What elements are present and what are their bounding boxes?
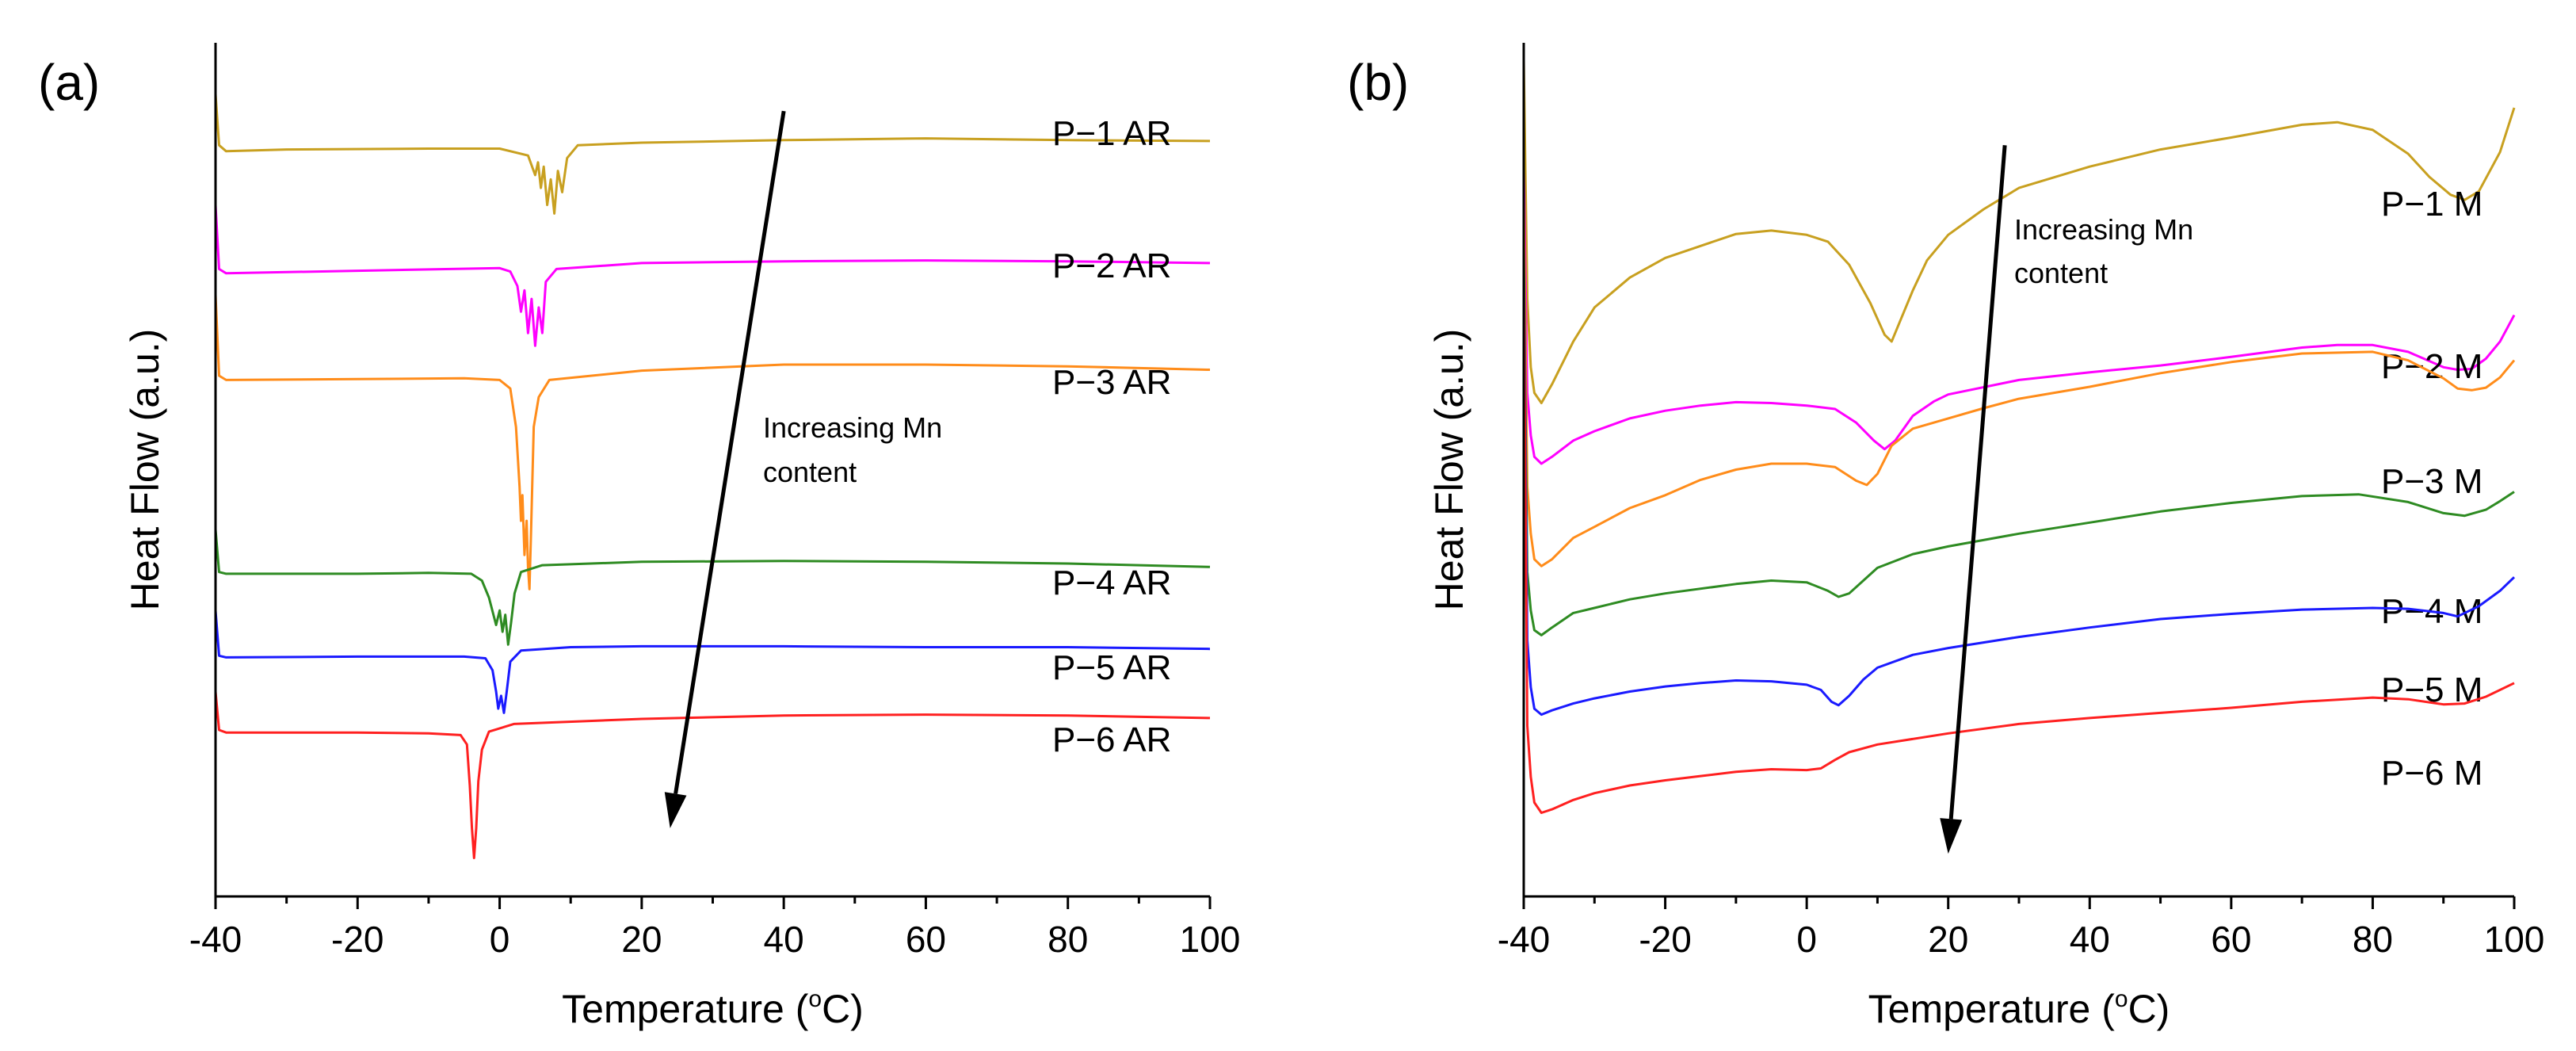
series-line-6: [1522, 281, 2515, 814]
annotation-line-1: Increasing Mn: [2014, 213, 2193, 246]
series-line-2: [214, 204, 1211, 347]
series-label-6: P−6 M: [2381, 754, 2483, 793]
series-label-1: P−1 M: [2381, 185, 2483, 224]
series-label-5: P−5 AR: [1052, 648, 1171, 687]
annotation-line-1: Increasing Mn: [763, 411, 942, 444]
series-line-3: [1522, 196, 2516, 568]
x-tick-label: 100: [1180, 919, 1241, 960]
series-label-2: P−2 AR: [1052, 247, 1171, 285]
annotation-line-2: content: [763, 456, 857, 488]
series-label-2: P−2 M: [2381, 347, 2483, 386]
series-line-3: [214, 294, 1211, 590]
x-axis-title: Temperature (oC): [562, 986, 864, 1031]
series-label-3: P−3 M: [2381, 462, 2483, 501]
series-line-4: [1522, 247, 2515, 636]
series-line-5: [1522, 273, 2516, 717]
series-label-3: P−3 AR: [1052, 363, 1171, 402]
trend-arrow-head: [1940, 818, 1963, 854]
x-tick-label: 20: [621, 919, 662, 960]
x-tick-label: -40: [189, 919, 242, 960]
y-axis-title: Heat Flow (a.u.): [1427, 329, 1471, 611]
x-tick-label: 80: [1048, 919, 1088, 960]
x-tick-label: 40: [2070, 919, 2110, 960]
trend-arrow-shaft: [674, 110, 786, 794]
annotation-line-2: content: [2014, 257, 2108, 289]
series-line-5: [214, 610, 1211, 714]
x-tick-label: 0: [1796, 919, 1817, 960]
x-axis-title: Temperature (oC): [1868, 986, 2170, 1031]
series-line-6: [214, 691, 1211, 859]
x-tick-label: 100: [2484, 919, 2545, 960]
panel-b: (b)P−1 MP−2 MP−3 MP−4 MP−5 MP−6 M-40 -20 0…: [1347, 43, 2544, 1031]
y-axis-title: Heat Flow (a.u.): [123, 329, 167, 611]
x-tick-label: 0: [490, 919, 510, 960]
x-tick-label: 60: [906, 919, 946, 960]
x-tick-label: 80: [2353, 919, 2393, 960]
x-tick-label: 40: [764, 919, 804, 960]
x-tick-label: -20: [1639, 919, 1691, 960]
series-line-1: [1522, 59, 2516, 404]
x-tick-label: -40: [1498, 919, 1550, 960]
x-tick-label: 20: [1928, 919, 1968, 960]
series-line-1: [214, 94, 1211, 215]
series-label-4: P−4 AR: [1052, 564, 1171, 602]
series-label-1: P−1 AR: [1052, 114, 1171, 153]
panel-label: (a): [38, 54, 100, 111]
trend-arrow-head: [664, 792, 687, 828]
panel-label: (b): [1347, 54, 1409, 111]
x-tick-label: 60: [2211, 919, 2251, 960]
trend-arrow-shaft: [1948, 145, 2007, 820]
x-tick-label: -20: [331, 919, 384, 960]
series-line-2: [1522, 170, 2516, 465]
panel-a: (a) P−1 AR P−2 AR P−3 AR P−4 AR P−5 AR P−6 AR -…: [38, 43, 1240, 1031]
series-label-6: P−6 AR: [1052, 720, 1171, 759]
